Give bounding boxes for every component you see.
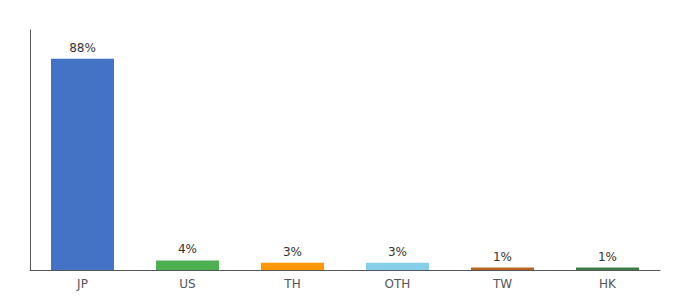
svg-text:TH: TH <box>283 277 300 291</box>
svg-text:US: US <box>179 277 195 291</box>
svg-text:4%: 4% <box>178 242 197 256</box>
svg-text:3%: 3% <box>388 245 407 259</box>
svg-text:1%: 1% <box>493 250 512 264</box>
svg-text:3%: 3% <box>283 245 302 259</box>
svg-text:88%: 88% <box>69 41 96 55</box>
svg-text:OTH: OTH <box>385 277 411 291</box>
svg-text:JP: JP <box>76 277 88 291</box>
svg-text:TW: TW <box>492 277 512 291</box>
svg-text:1%: 1% <box>598 250 617 264</box>
svg-text:HK: HK <box>599 277 617 291</box>
